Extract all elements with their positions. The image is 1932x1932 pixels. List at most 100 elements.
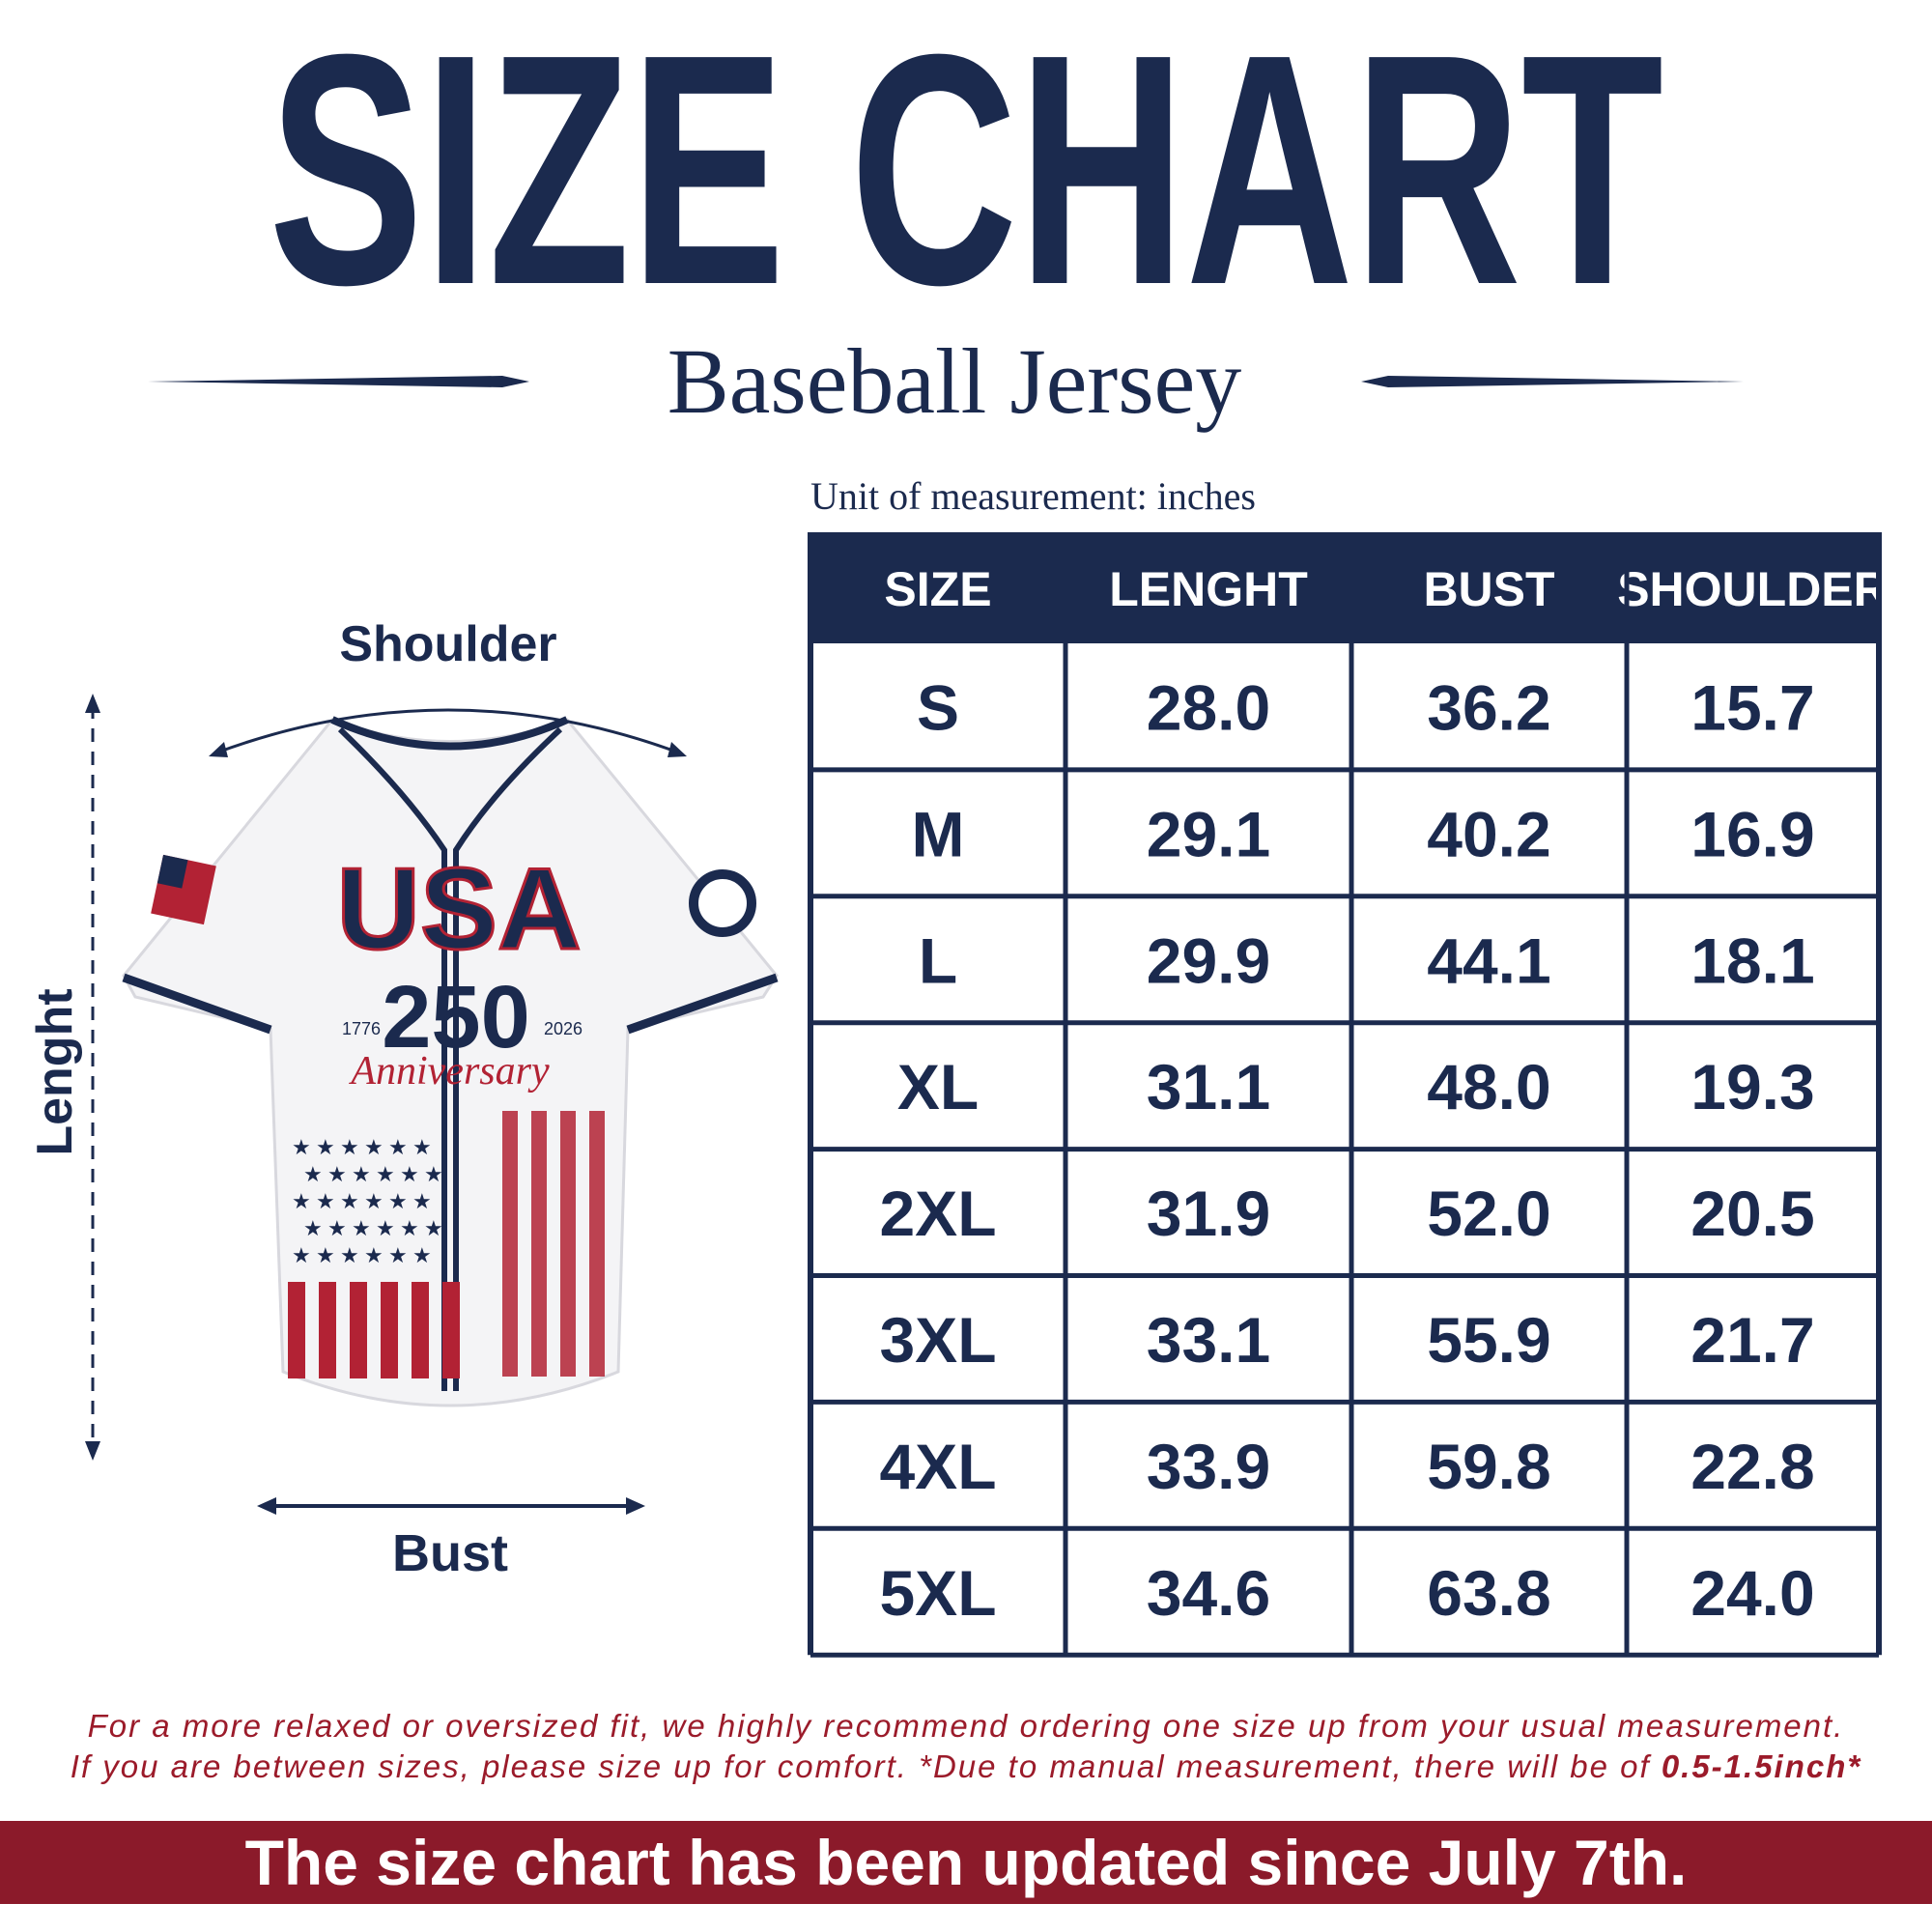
size-cell: L (919, 924, 957, 996)
measurement-cell: 28.0 (1147, 671, 1270, 743)
star: ★ (327, 1162, 347, 1186)
star: ★ (340, 1135, 359, 1159)
stars: ★ ★ ★ ★ ★ ★★ ★ ★ ★ ★ ★★ ★ ★ ★ ★ ★★ ★ ★ ★ ★ ★★ ★ ★ ★ ★ ★ (292, 1135, 443, 1267)
size-cell: S (917, 671, 959, 743)
stripe (589, 1111, 605, 1377)
sleeve-badge (689, 869, 756, 937)
arrow-head (257, 1497, 276, 1515)
star: ★ (316, 1189, 335, 1213)
measurement-cell: 29.9 (1147, 924, 1270, 996)
arrow-head (85, 1441, 100, 1461)
size-cell: 4XL (879, 1431, 996, 1502)
measurement-cell: 48.0 (1427, 1051, 1550, 1122)
banner (0, 1821, 1932, 1904)
star: ★ (424, 1216, 443, 1240)
banner-text: The size chart has been updated since Ju… (245, 1827, 1688, 1898)
star: ★ (412, 1243, 432, 1267)
stripe (531, 1111, 547, 1377)
stripe (319, 1282, 336, 1378)
measurement-cell: 55.9 (1427, 1304, 1550, 1376)
star: ★ (327, 1216, 347, 1240)
star: ★ (292, 1189, 311, 1213)
measurement-cell: 44.1 (1427, 924, 1550, 996)
stripe (442, 1282, 460, 1378)
measurement-cell: 31.1 (1147, 1051, 1270, 1122)
star: ★ (292, 1243, 311, 1267)
column-header: SIZE (884, 562, 991, 616)
size-cell: 3XL (879, 1304, 996, 1376)
title: SIZE CHART (269, 0, 1663, 354)
note-line: If you are between sizes, please size up… (71, 1748, 1862, 1784)
divider-left (148, 376, 529, 387)
arrow-head (626, 1497, 645, 1515)
collar (330, 716, 569, 751)
jersey-anniversary: Anniversary (348, 1049, 550, 1094)
jersey-illustration: ★ ★ ★ ★ ★ ★★ ★ ★ ★ ★ ★★ ★ ★ ★ ★ ★★ ★ ★ ★ ★ ★★ ★ ★ ★ ★ ★ USA 250 1… (122, 716, 779, 1407)
stripe (412, 1282, 429, 1378)
jersey-number: 250 (382, 968, 530, 1066)
measurement-cell: 18.1 (1690, 924, 1814, 996)
measurement-cell: 34.6 (1147, 1557, 1270, 1629)
star: ★ (303, 1162, 323, 1186)
measurement-cell: 15.7 (1690, 671, 1814, 743)
sleeve-flag-canton (156, 854, 188, 889)
stripes (288, 1111, 605, 1378)
star: ★ (388, 1135, 408, 1159)
size-cell: XL (897, 1051, 979, 1122)
note-emphasis: 0.5-1.5inch* (1662, 1748, 1862, 1784)
jersey-usa: USA (336, 844, 581, 974)
measurement-cell: 59.8 (1427, 1431, 1550, 1502)
star: ★ (352, 1216, 371, 1240)
column-header: SHOULDER (1617, 562, 1889, 616)
jersey-body (122, 718, 779, 1407)
star: ★ (364, 1243, 384, 1267)
star: ★ (340, 1189, 359, 1213)
star: ★ (412, 1189, 432, 1213)
column-header: BUST (1423, 562, 1554, 616)
placket (337, 726, 447, 1391)
arrow-head (668, 742, 687, 757)
measurement-cell: 19.3 (1690, 1051, 1814, 1122)
size-cell: 2XL (879, 1178, 996, 1249)
stripe (350, 1282, 367, 1378)
star: ★ (376, 1162, 395, 1186)
shoulder-label: Shoulder (339, 616, 556, 672)
measurement-cell: 20.5 (1690, 1178, 1814, 1249)
note-text: If you are between sizes, please size up… (71, 1748, 1662, 1784)
arrow-head (85, 694, 100, 713)
measurement-cell: 33.1 (1147, 1304, 1270, 1376)
size-cell: M (912, 798, 965, 869)
measurement-cell: 29.1 (1147, 798, 1270, 869)
length-label: Lenght (27, 988, 83, 1155)
placket (453, 726, 563, 1391)
star: ★ (388, 1243, 408, 1267)
arrow-head (209, 742, 228, 757)
measurement-cell: 22.8 (1690, 1431, 1814, 1502)
size-table: SIZE LENGHT BUST SHOULDER S 28.0 36.2 15.7 M 29.1… (808, 532, 1889, 1658)
divider-right (1361, 376, 1744, 387)
star: ★ (400, 1216, 419, 1240)
stripe (288, 1282, 305, 1378)
star: ★ (316, 1243, 335, 1267)
star: ★ (376, 1216, 395, 1240)
measurement-cell: 40.2 (1427, 798, 1550, 869)
star: ★ (424, 1162, 443, 1186)
note-line: For a more relaxed or oversized fit, we … (88, 1708, 1845, 1744)
stripe (560, 1111, 576, 1377)
subtitle: Baseball Jersey (668, 329, 1241, 433)
measurement-cell: 52.0 (1427, 1178, 1550, 1249)
jersey-year: 1776 (342, 1019, 381, 1038)
sleeve-cuff (626, 973, 779, 1035)
star: ★ (400, 1162, 419, 1186)
stripe (502, 1111, 518, 1377)
shoulder-arrow (213, 708, 682, 755)
column-header: LENGHT (1109, 562, 1308, 616)
star: ★ (364, 1135, 384, 1159)
bust-label: Bust (392, 1524, 508, 1582)
star: ★ (292, 1135, 311, 1159)
star: ★ (352, 1162, 371, 1186)
star: ★ (303, 1216, 323, 1240)
star: ★ (340, 1243, 359, 1267)
measurement-cell: 21.7 (1690, 1304, 1814, 1376)
